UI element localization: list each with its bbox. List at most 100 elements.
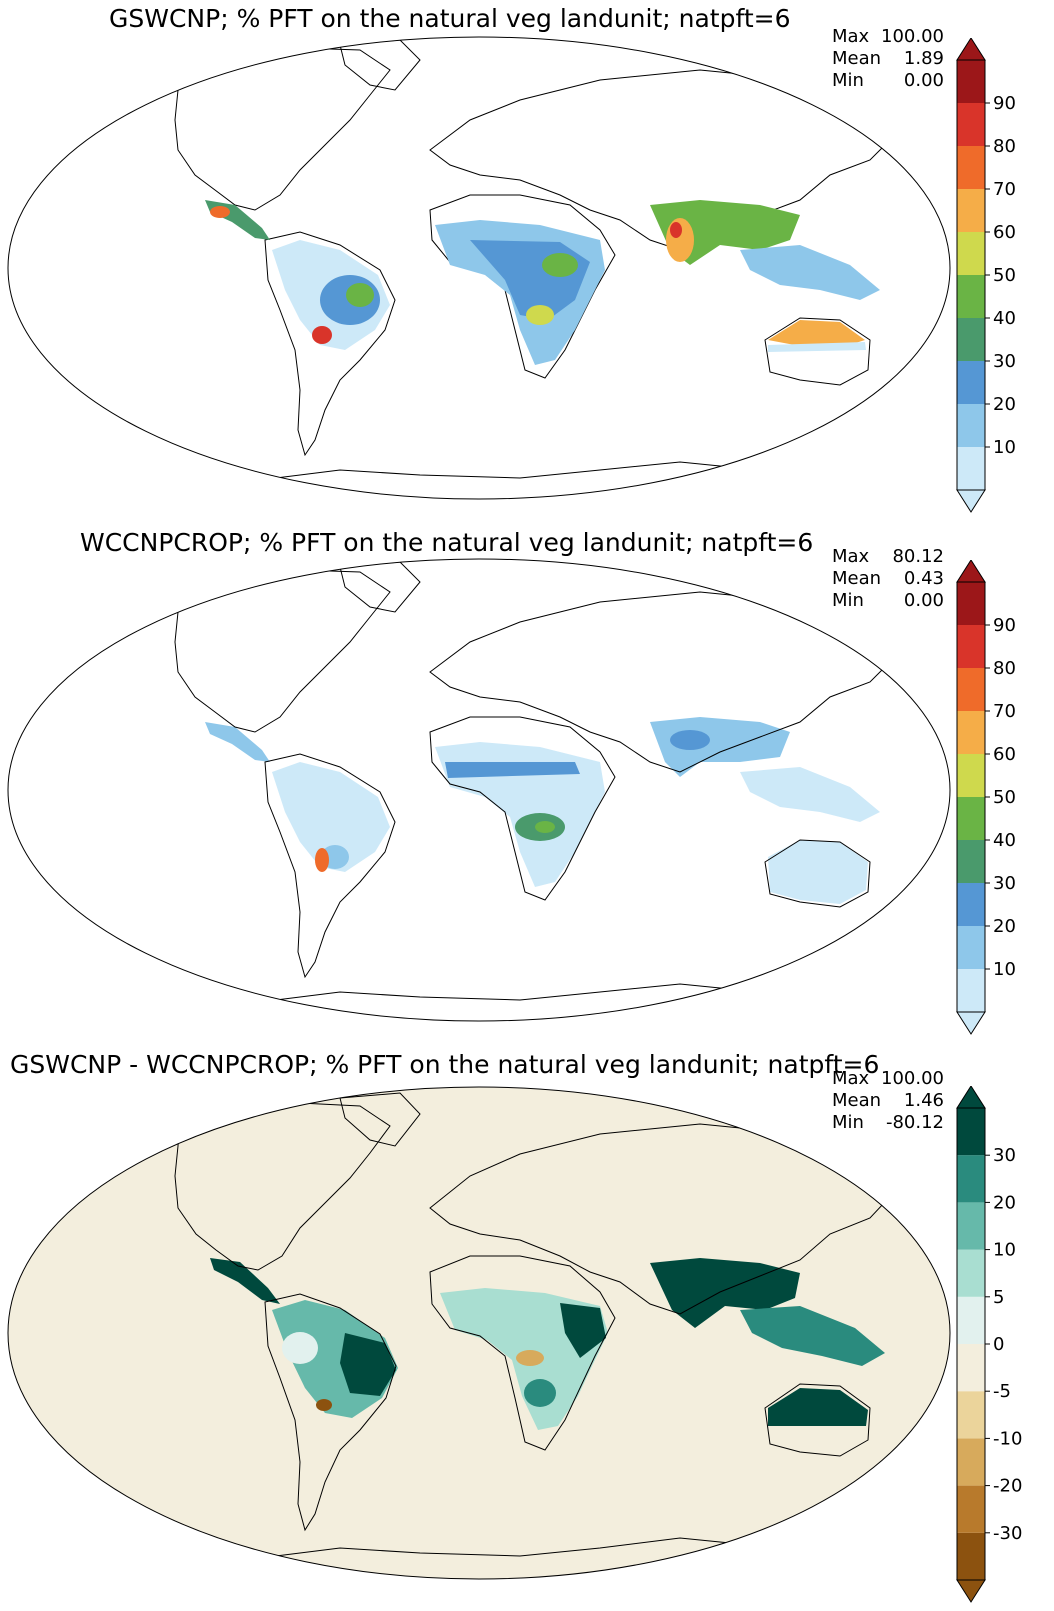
colorbar-tick-label: 20	[993, 394, 1016, 415]
stat-max: Max 100.00	[832, 26, 944, 47]
colorbar-bin	[957, 1391, 985, 1439]
field-india-mid	[670, 730, 710, 750]
field-brazil-east	[340, 1333, 396, 1396]
field-africa	[435, 742, 605, 887]
colorbar-1: 10 20 30 40 50 60 70 80 90	[956, 38, 1016, 513]
stats-box-3: Max 100.00 Mean 1.46 Min -80.12	[832, 1068, 944, 1134]
colorbar-tick-label: -10	[993, 1428, 1022, 1449]
south-america-coastline	[264, 1293, 397, 1532]
coastlines	[174, 1092, 901, 1575]
field-southeast-asia	[740, 1306, 885, 1366]
field-bolivia-brown	[316, 1399, 332, 1411]
colorbar-tick-label: 90	[993, 93, 1016, 114]
colorbar-extend-max-arrow	[956, 1086, 986, 1109]
colorbar-tick-label: 30	[993, 351, 1016, 372]
map-panel-3: GSWCNP - WCCNPCROP; % PFT on the natural…	[0, 1048, 1054, 1608]
stat-mean: Mean 0.43	[832, 568, 944, 589]
pft-field	[205, 717, 880, 904]
colorbar-bin	[957, 1202, 985, 1250]
australia-coastline	[764, 839, 871, 908]
eurasia-coastline	[429, 1123, 901, 1315]
colorbar-bin	[957, 1438, 985, 1486]
colorbar-bin	[957, 711, 985, 754]
colorbar-bin	[957, 1155, 985, 1203]
colorbar-bin	[957, 189, 985, 232]
colorbar-bin	[957, 146, 985, 189]
stat-min: Min -80.12	[832, 1112, 944, 1133]
colorbar-bin	[957, 668, 985, 711]
field-africa-south-high	[535, 821, 555, 833]
colorbar-tick-label: 90	[993, 615, 1016, 636]
world-map-3	[7, 1086, 951, 1580]
colorbar-bin	[957, 1108, 985, 1156]
stat-min: Min 0.00	[832, 590, 944, 611]
colorbar-bin	[957, 60, 985, 103]
colorbar-tick-label: 50	[993, 265, 1016, 286]
field-bolivia-peak	[312, 326, 332, 344]
colorbar-3: -30 -20 -10 -5 0 5 10 20 30	[956, 1086, 1022, 1603]
colorbar-tick-label: 80	[993, 136, 1016, 157]
colorbar-bin	[957, 232, 985, 275]
south-america-coastline	[264, 753, 396, 979]
colorbar-extend-max-arrow	[956, 560, 986, 583]
field-africa-south-dark	[524, 1379, 556, 1407]
colorbar-tick-label: 10	[993, 959, 1016, 980]
north-america-coastline	[174, 569, 391, 733]
world-map-2	[7, 558, 951, 1022]
colorbar-tick-label: -5	[993, 1381, 1011, 1402]
africa-coastline	[429, 716, 616, 901]
colorbar-tick-label: 50	[993, 787, 1016, 808]
field-india-peak	[670, 222, 682, 238]
colorbar-extend-max-arrow	[956, 38, 986, 61]
colorbar-tick-label: 40	[993, 830, 1016, 851]
field-southeast-asia	[740, 767, 880, 822]
pft-field	[205, 200, 880, 365]
colorbar-tick-label: 30	[993, 1145, 1016, 1166]
difference-field	[210, 1258, 885, 1430]
colorbar-tick-label: 5	[993, 1287, 1004, 1308]
field-australia	[768, 1388, 868, 1426]
map-title-3: GSWCNP - WCCNPCROP; % PFT on the natural…	[10, 1050, 880, 1079]
colorbar-tick-label: 30	[993, 873, 1016, 894]
south-america-coastline	[264, 231, 396, 457]
colorbar-extend-min-arrow	[956, 1011, 986, 1035]
colorbar-tick-label: 20	[993, 916, 1016, 937]
colorbar-bin	[957, 797, 985, 840]
eurasia-coastline	[429, 69, 901, 251]
field-mexico-peak	[210, 206, 230, 218]
map-panel-2: WCCNPCROP; % PFT on the natural veg land…	[0, 522, 1054, 1042]
field-paraguay-peak	[315, 848, 329, 872]
stats-box-1: Max 100.00 Mean 1.89 Min 0.00	[832, 26, 944, 92]
colorbar-bin	[957, 625, 985, 668]
colorbar-bin	[957, 275, 985, 318]
colorbar-tick-label: 10	[993, 1240, 1016, 1261]
field-australia	[768, 320, 865, 348]
colorbar-bin	[957, 103, 985, 146]
colorbar-tick-label: -20	[993, 1476, 1022, 1497]
colorbar-bin	[957, 1296, 985, 1344]
colorbar-bin	[957, 754, 985, 797]
colorbar-tick-label: 70	[993, 179, 1016, 200]
colorbar-tick-label: 10	[993, 437, 1016, 458]
colorbar-tick-label: 60	[993, 222, 1016, 243]
colorbar-extend-min-arrow	[956, 1579, 986, 1603]
field-central-america	[205, 722, 270, 762]
field-south-america	[272, 762, 390, 872]
colorbar-bin	[957, 1344, 985, 1392]
greenland-coastline	[339, 1092, 421, 1147]
colorbar-bin	[957, 926, 985, 969]
field-africa-brown	[516, 1350, 544, 1366]
field-africa-south	[526, 305, 554, 325]
colorbar-tick-label: 80	[993, 658, 1016, 679]
field-east-africa	[560, 1303, 606, 1358]
eurasia-coastline	[429, 591, 901, 773]
australia-coastline	[764, 317, 871, 386]
colorbar-bin	[957, 404, 985, 447]
colorbar-bin	[957, 1249, 985, 1297]
map-title-2: WCCNPCROP; % PFT on the natural veg land…	[80, 528, 814, 557]
colorbar-bin	[957, 582, 985, 625]
stat-max: Max 80.12	[832, 546, 944, 567]
colorbar-bin	[957, 447, 985, 490]
map-title-1: GSWCNP; % PFT on the natural veg landuni…	[109, 4, 791, 33]
colorbar-bin	[957, 840, 985, 883]
